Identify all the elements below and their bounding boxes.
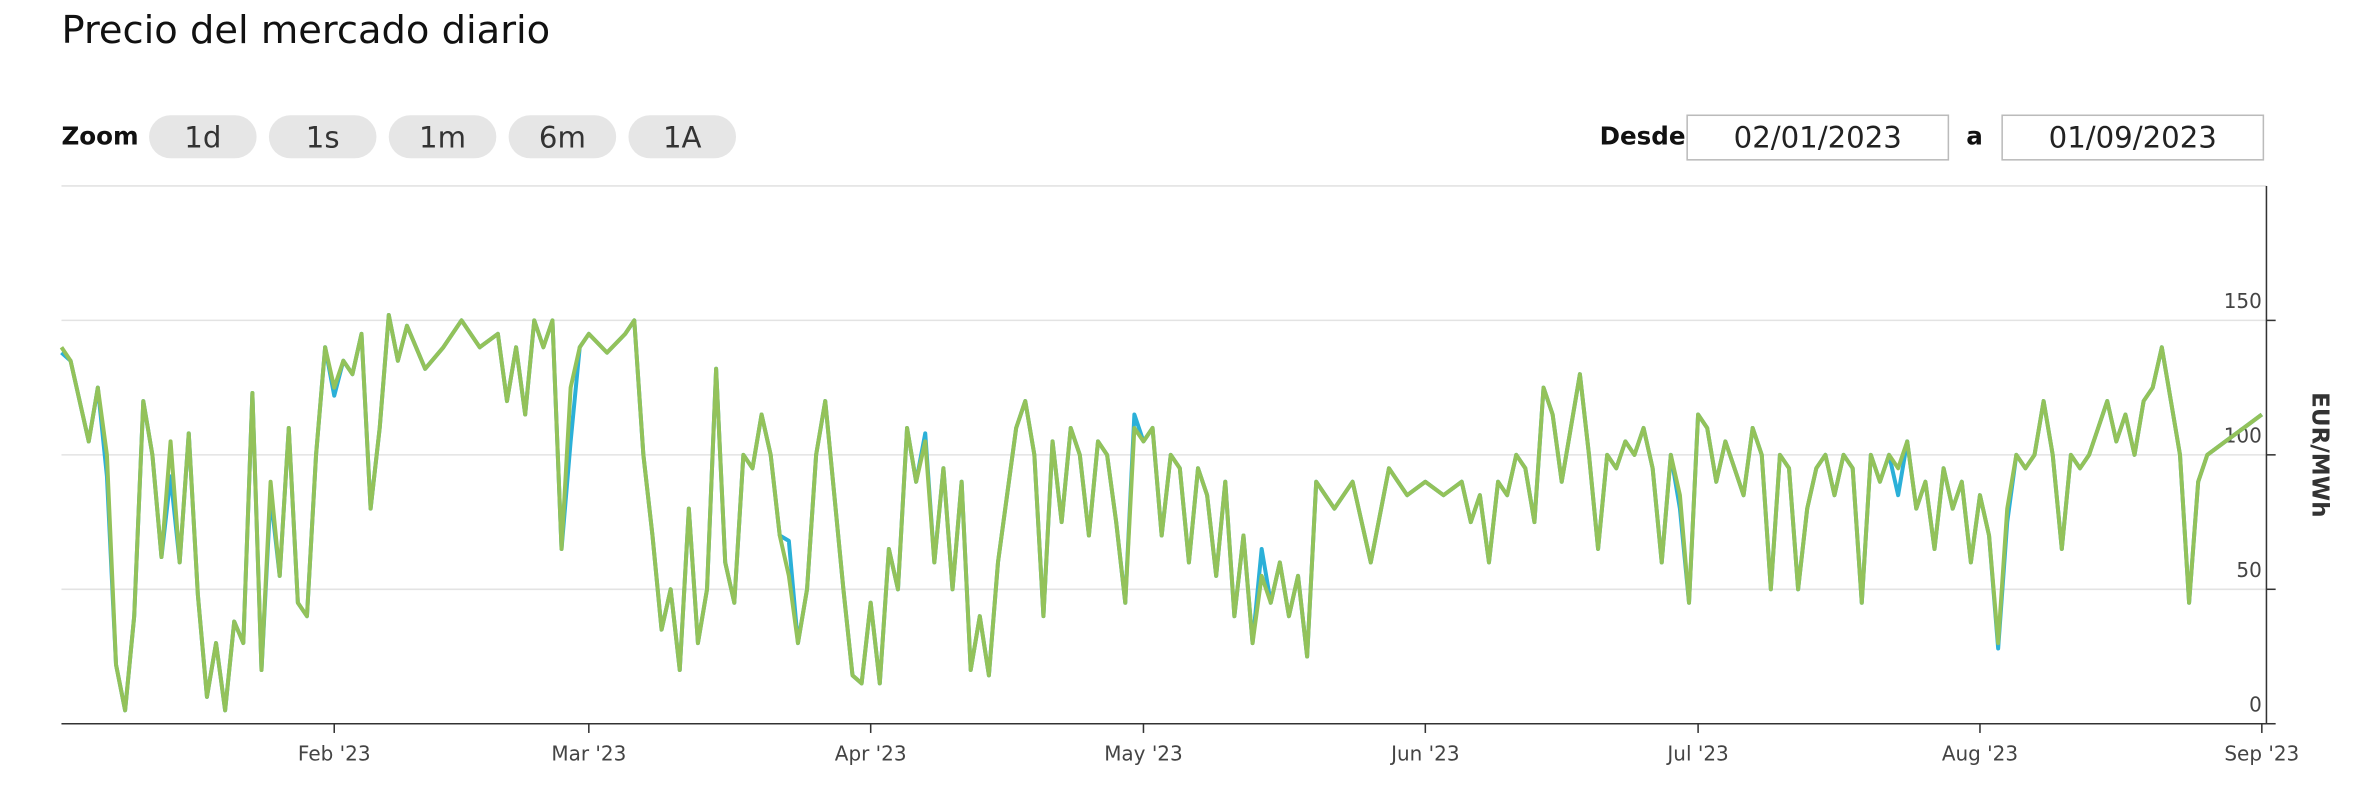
y-tick-label: 150 — [2224, 289, 2262, 313]
zoom-button-label: 1A — [663, 121, 702, 155]
x-tick-label: May '23 — [1104, 742, 1183, 766]
x-tick-label: Jun '23 — [1389, 742, 1459, 766]
y-tick-label: 100 — [2224, 424, 2262, 448]
zoom-button-label: 1s — [306, 121, 340, 155]
plot: 0 50 100 150 Feb '23 Mar '23 Apr '23 May '23 Jun… — [59, 185, 2299, 766]
x-tick-label: Mar '23 — [551, 742, 626, 766]
zoom-button-label: 1m — [419, 121, 466, 155]
zoom-label: Zoom — [61, 121, 138, 150]
zoom-button[interactable] — [628, 115, 737, 159]
from-input[interactable] — [1686, 114, 1950, 161]
zoom-button[interactable] — [149, 115, 257, 159]
zoom-button[interactable] — [388, 115, 497, 159]
x-tick-label: Sep '23 — [2224, 742, 2299, 766]
from-value: 02/01/2023 — [1734, 121, 1902, 155]
y-axis-title: EUR/MWh — [2307, 392, 2333, 517]
to-input[interactable] — [2001, 114, 2265, 161]
page-title: Precio del mercado diario — [61, 8, 550, 53]
zoom-button-label: 6m — [539, 121, 586, 155]
zoom-button-label: 1d — [184, 121, 221, 155]
x-tick-label: Apr '23 — [835, 742, 907, 766]
zoom-button[interactable] — [508, 115, 617, 159]
series-line — [59, 313, 2264, 713]
y-tick-label: 50 — [2236, 558, 2261, 582]
zoom-buttons: 1d 1s 1m 6m 1A — [149, 115, 737, 159]
from-label: Desde — [1600, 121, 1686, 150]
y-tick-label: 0 — [2249, 692, 2262, 716]
to-value: 01/09/2023 — [2049, 121, 2217, 155]
x-tick-label: Aug '23 — [1942, 742, 2018, 766]
x-tick-label: Jul '23 — [1665, 742, 1728, 766]
to-label: a — [1966, 121, 1983, 150]
x-tick-label: Feb '23 — [298, 742, 371, 766]
zoom-button[interactable] — [268, 115, 377, 159]
